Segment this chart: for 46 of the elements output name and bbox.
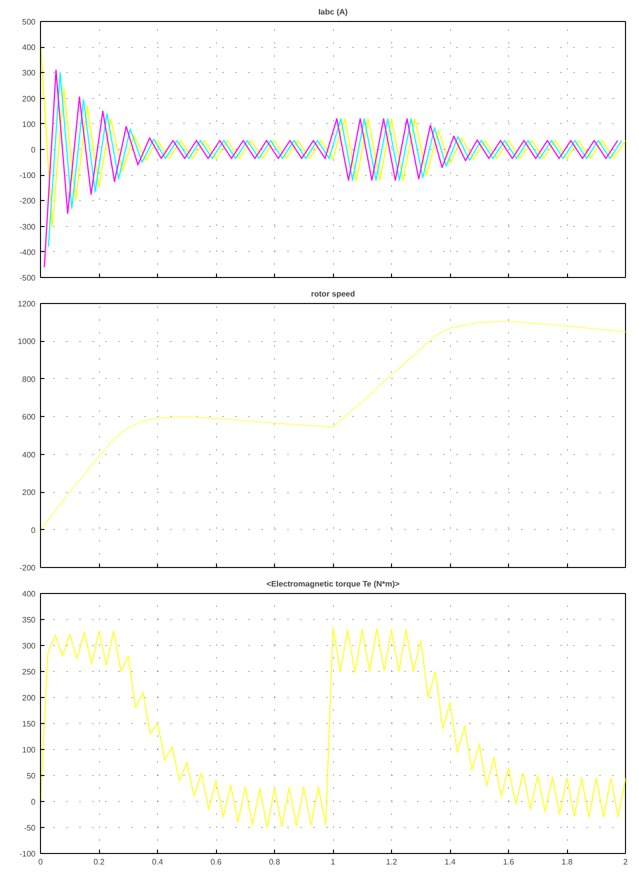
y-tick-label: 200 [22, 488, 36, 498]
y-tick-label: 0 [31, 146, 36, 154]
y-tick-label: -400 [19, 248, 36, 257]
y-tick-label: 1200 [18, 300, 36, 308]
y-tick-label: -50 [24, 824, 36, 832]
x-tick-label: 1.8 [561, 858, 574, 866]
chart-title: <Electromagnetic torque Te (N*m)> [266, 580, 400, 588]
y-tick-label: 100 [22, 120, 36, 129]
chart-title: rotor speed [310, 290, 356, 298]
y-tick-label: 800 [22, 374, 36, 384]
line-series [40, 320, 626, 530]
y-tick-label: 250 [22, 668, 36, 676]
y-tick-label: 300 [22, 68, 36, 78]
y-tick-label: 200 [22, 694, 36, 702]
y-tick-label: -200 [19, 564, 36, 572]
y-tick-label: 400 [22, 450, 36, 460]
y-tick-label: 1000 [18, 337, 36, 346]
x-tick-label: 1.4 [444, 858, 456, 866]
y-tick-label: 100 [22, 746, 36, 754]
y-tick-label: 350 [22, 616, 36, 624]
y-tick-label: 0 [31, 798, 36, 806]
x-tick-label: 0.2 [93, 858, 106, 866]
x-tick-label: 1.6 [502, 858, 515, 866]
y-tick-label: 200 [22, 94, 36, 104]
x-tick-label: 1.2 [386, 858, 398, 866]
y-tick-label: -300 [19, 222, 36, 232]
line-series [40, 626, 626, 828]
x-tick-label: 0.8 [268, 858, 281, 866]
x-tick-label: 1 [330, 858, 336, 866]
y-tick-label: 400 [22, 43, 36, 52]
y-tick-label: 600 [22, 412, 36, 422]
y-tick-label: -500 [19, 274, 36, 282]
x-tick-label: 0 [38, 858, 44, 866]
y-tick-label: 400 [22, 590, 36, 598]
y-tick-label: 0 [31, 526, 36, 535]
y-tick-label: -100 [19, 171, 36, 180]
y-tick-label: 300 [22, 642, 36, 650]
chart-title: Iabc (A) [318, 8, 348, 16]
y-tick-label: -200 [19, 196, 36, 206]
y-tick-label: 150 [22, 720, 36, 728]
y-tick-label: -100 [19, 850, 36, 858]
x-tick-label: 2 [623, 858, 628, 866]
x-tick-label: 0.6 [210, 858, 222, 866]
x-tick-label: 0.4 [152, 858, 164, 866]
y-tick-label: 50 [26, 772, 36, 780]
y-tick-label: 500 [22, 18, 36, 26]
